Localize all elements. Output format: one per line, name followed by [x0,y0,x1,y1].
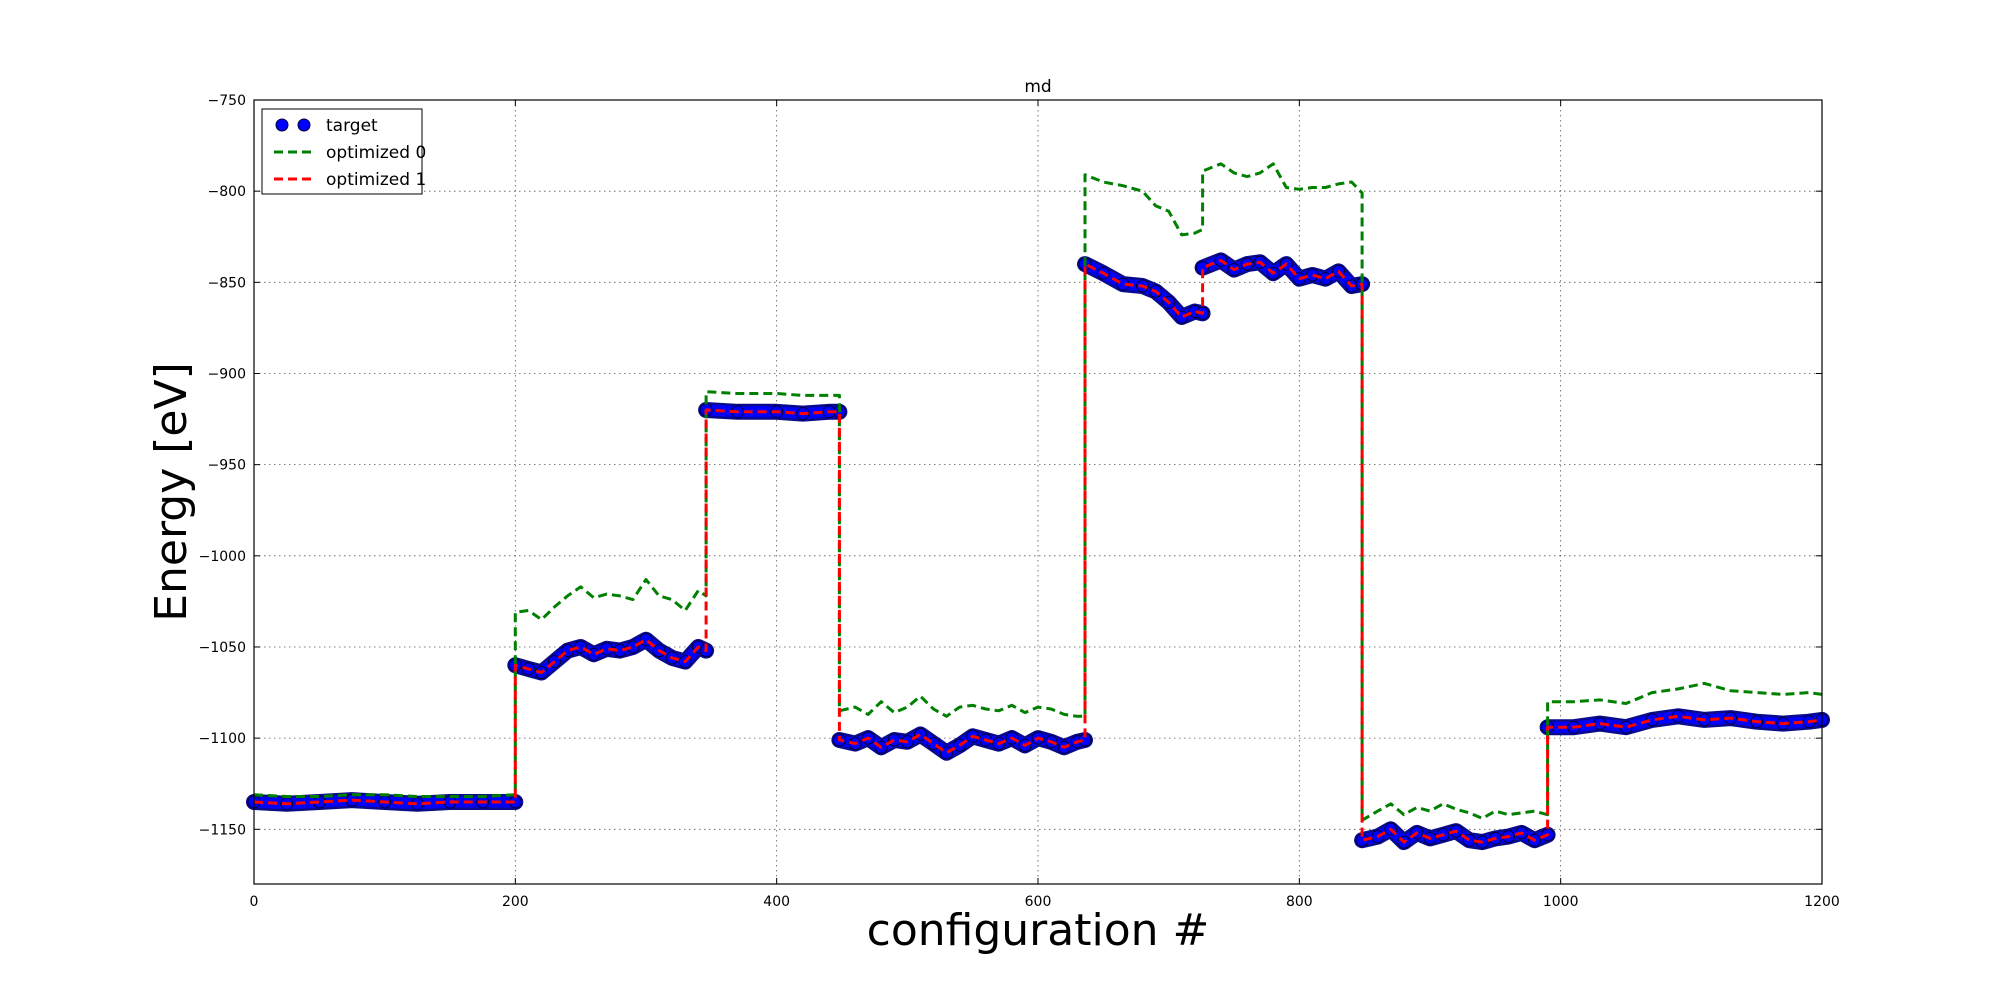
chart-title: md [1024,77,1051,97]
x-axis-label: configuration # [867,905,1210,956]
series-optimized-0 [253,162,1823,822]
legend-marker [275,118,289,132]
x-tick-label: 800 [1286,894,1313,910]
legend-entry-target: target [275,116,378,136]
y-tick-label: −1150 [199,822,246,838]
x-tick-label: 0 [250,894,259,910]
legend-entry-optimized-0: optimized 0 [274,143,426,163]
x-tick-label: 1000 [1543,894,1579,910]
axis-ticks: 0 200 400 600 800 1000 1200 −750 −800 −850 −900 −95… [199,93,1840,910]
y-tick-label: −750 [208,93,246,109]
legend-marker [297,118,311,132]
y-tick-label: −850 [208,275,246,291]
y-tick-label: −950 [208,458,246,474]
legend: target optimized 0 optimized 1 [261,108,426,195]
y-tick-label: −1100 [199,731,246,747]
grid-lines [253,99,1823,884]
target-point [1305,268,1319,282]
y-tick-label: −1000 [199,549,246,565]
legend-label: optimized 0 [326,143,426,163]
line-optimized-1 [253,258,1823,844]
y-tick-label: −800 [208,184,246,200]
legend-label: optimized 1 [326,170,426,190]
legend-entry-optimized-1: optimized 1 [274,170,426,190]
x-tick-label: 600 [1025,894,1052,910]
x-tick-label: 200 [502,894,529,910]
target-point [587,647,601,661]
y-axis-label: Energy [eV] [146,362,197,622]
target-point [1319,272,1332,286]
legend-label: target [326,116,378,136]
y-tick-label: −900 [208,366,246,382]
x-tick-label: 1200 [1804,894,1840,910]
series-layer [246,162,1830,851]
target-point [887,733,901,747]
line-optimized-0 [253,162,1823,822]
series-optimized-1 [253,258,1823,844]
y-tick-label: −1050 [199,640,246,656]
x-tick-label: 400 [763,894,790,910]
